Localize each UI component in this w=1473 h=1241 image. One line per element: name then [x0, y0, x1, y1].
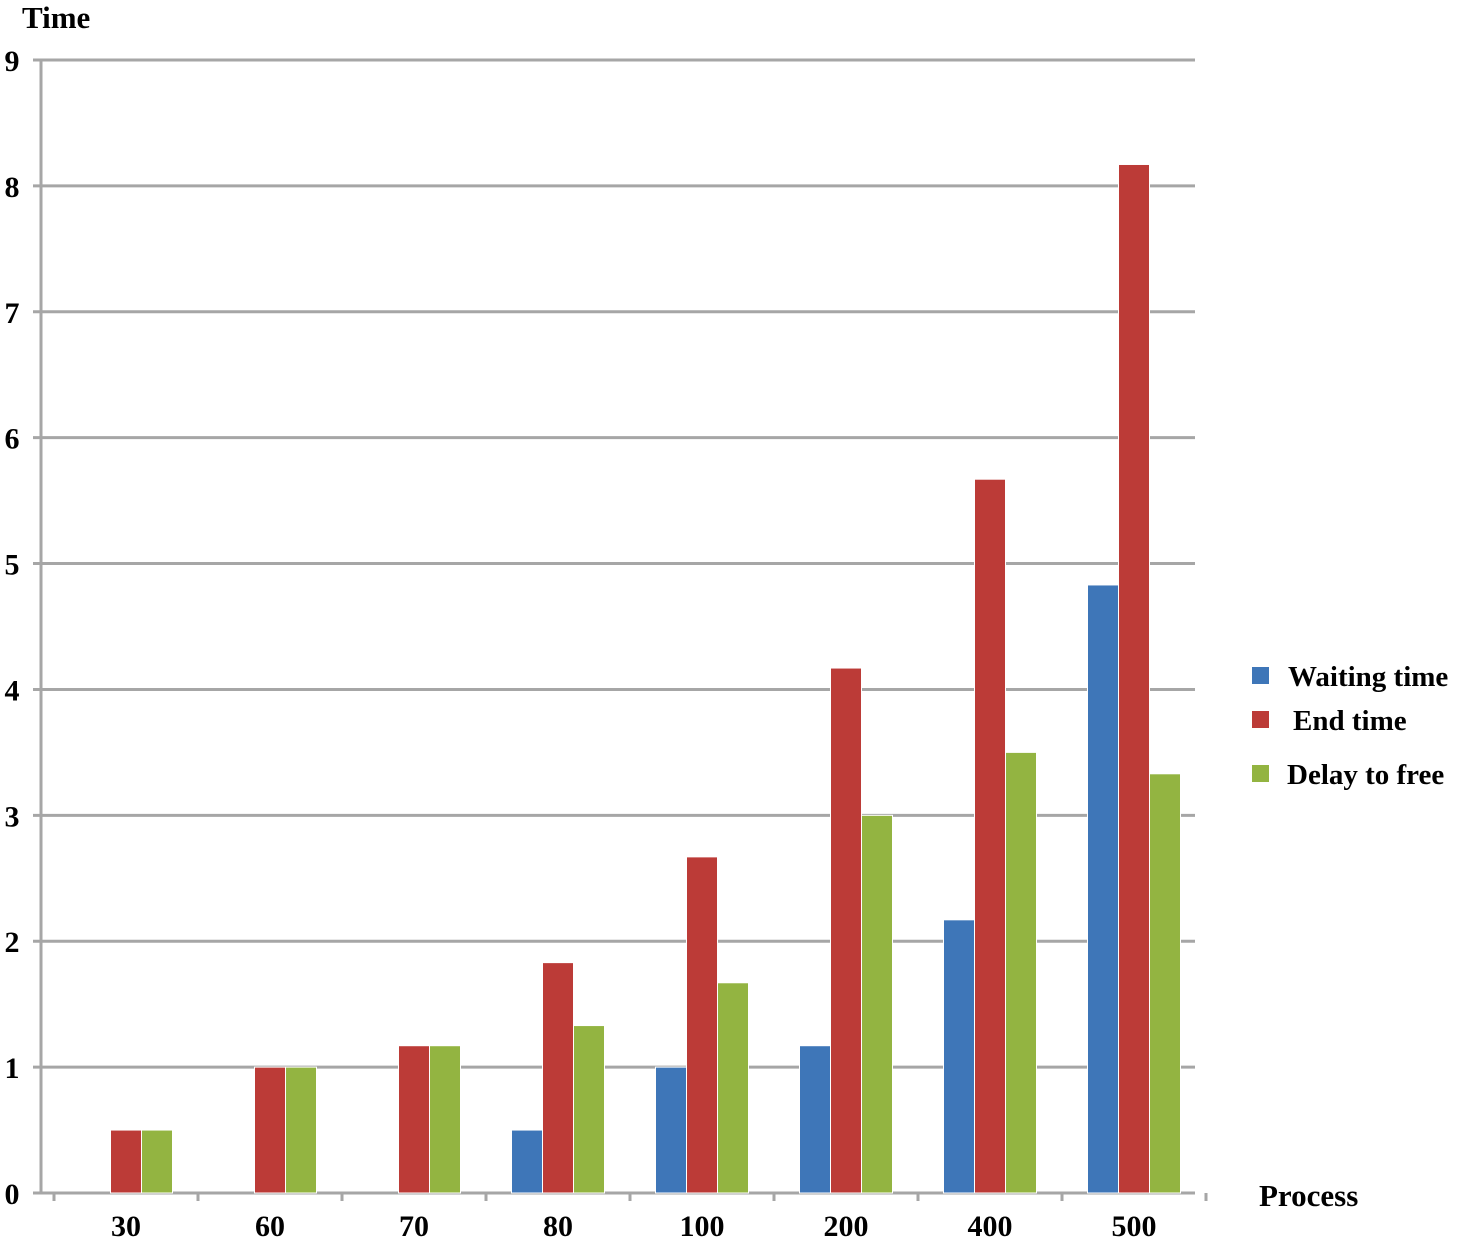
legend-label: Delay to free [1287, 759, 1444, 791]
bar-waiting-time [799, 1045, 831, 1194]
x-tick-label: 80 [543, 1210, 573, 1241]
x-tick-label: 30 [111, 1210, 141, 1241]
bar-waiting-time [655, 1066, 687, 1194]
bar-waiting-time [1087, 584, 1119, 1194]
legend: Waiting time End time Delay to free [1252, 661, 1448, 791]
bar-delay-to-free [429, 1045, 461, 1194]
y-tick-label: 4 [5, 674, 20, 707]
x-axis-title: Process [1259, 1178, 1358, 1213]
y-tick-labels: 0 1 2 3 4 5 6 7 8 9 [5, 45, 20, 1211]
x-tick-label: 400 [968, 1210, 1013, 1241]
x-tick-label: 200 [824, 1210, 869, 1241]
x-tick-label: 60 [255, 1210, 285, 1241]
y-tick-label: 6 [5, 423, 20, 456]
y-tick-label: 0 [5, 1178, 20, 1211]
y-tick-label: 3 [5, 800, 20, 833]
y-tick-label: 5 [5, 549, 20, 582]
bar-end-time [830, 667, 862, 1194]
bar-waiting-time [511, 1129, 543, 1194]
y-tick-label: 1 [5, 1052, 20, 1085]
bar-delay-to-free [573, 1025, 605, 1194]
x-tick-label: 500 [1112, 1210, 1157, 1241]
legend-label: Waiting time [1288, 661, 1448, 693]
bar-delay-to-free [717, 982, 749, 1194]
bar-waiting-time [943, 919, 975, 1194]
bar-end-time [974, 478, 1006, 1194]
gridlines [33, 58, 1195, 1069]
bar-end-time [686, 856, 718, 1194]
bar-delay-to-free [285, 1066, 317, 1194]
y-tick-label: 8 [5, 171, 20, 204]
legend-swatch [1252, 667, 1269, 684]
bar-end-time [542, 962, 574, 1194]
y-tick-label: 2 [5, 926, 20, 959]
bar-end-time [398, 1045, 430, 1194]
x-tick-label: 70 [399, 1210, 429, 1241]
legend-label: End time [1293, 705, 1407, 737]
bars [110, 163, 1181, 1194]
bar-delay-to-free [1149, 773, 1181, 1194]
x-tick-labels: 30 60 70 80 100 200 400 500 [111, 1210, 1157, 1241]
legend-swatch [1252, 765, 1269, 782]
bar-delay-to-free [861, 814, 893, 1194]
x-tick-label: 100 [680, 1210, 725, 1241]
bar-end-time [110, 1129, 142, 1194]
y-tick-label: 7 [5, 297, 20, 330]
bar-end-time [1118, 163, 1150, 1194]
bar-end-time [254, 1066, 286, 1194]
y-tick-label: 9 [5, 45, 20, 78]
bar-delay-to-free [1005, 751, 1037, 1194]
y-axis-title: Time [22, 0, 90, 35]
bar-delay-to-free [141, 1129, 173, 1194]
legend-swatch [1252, 711, 1269, 728]
